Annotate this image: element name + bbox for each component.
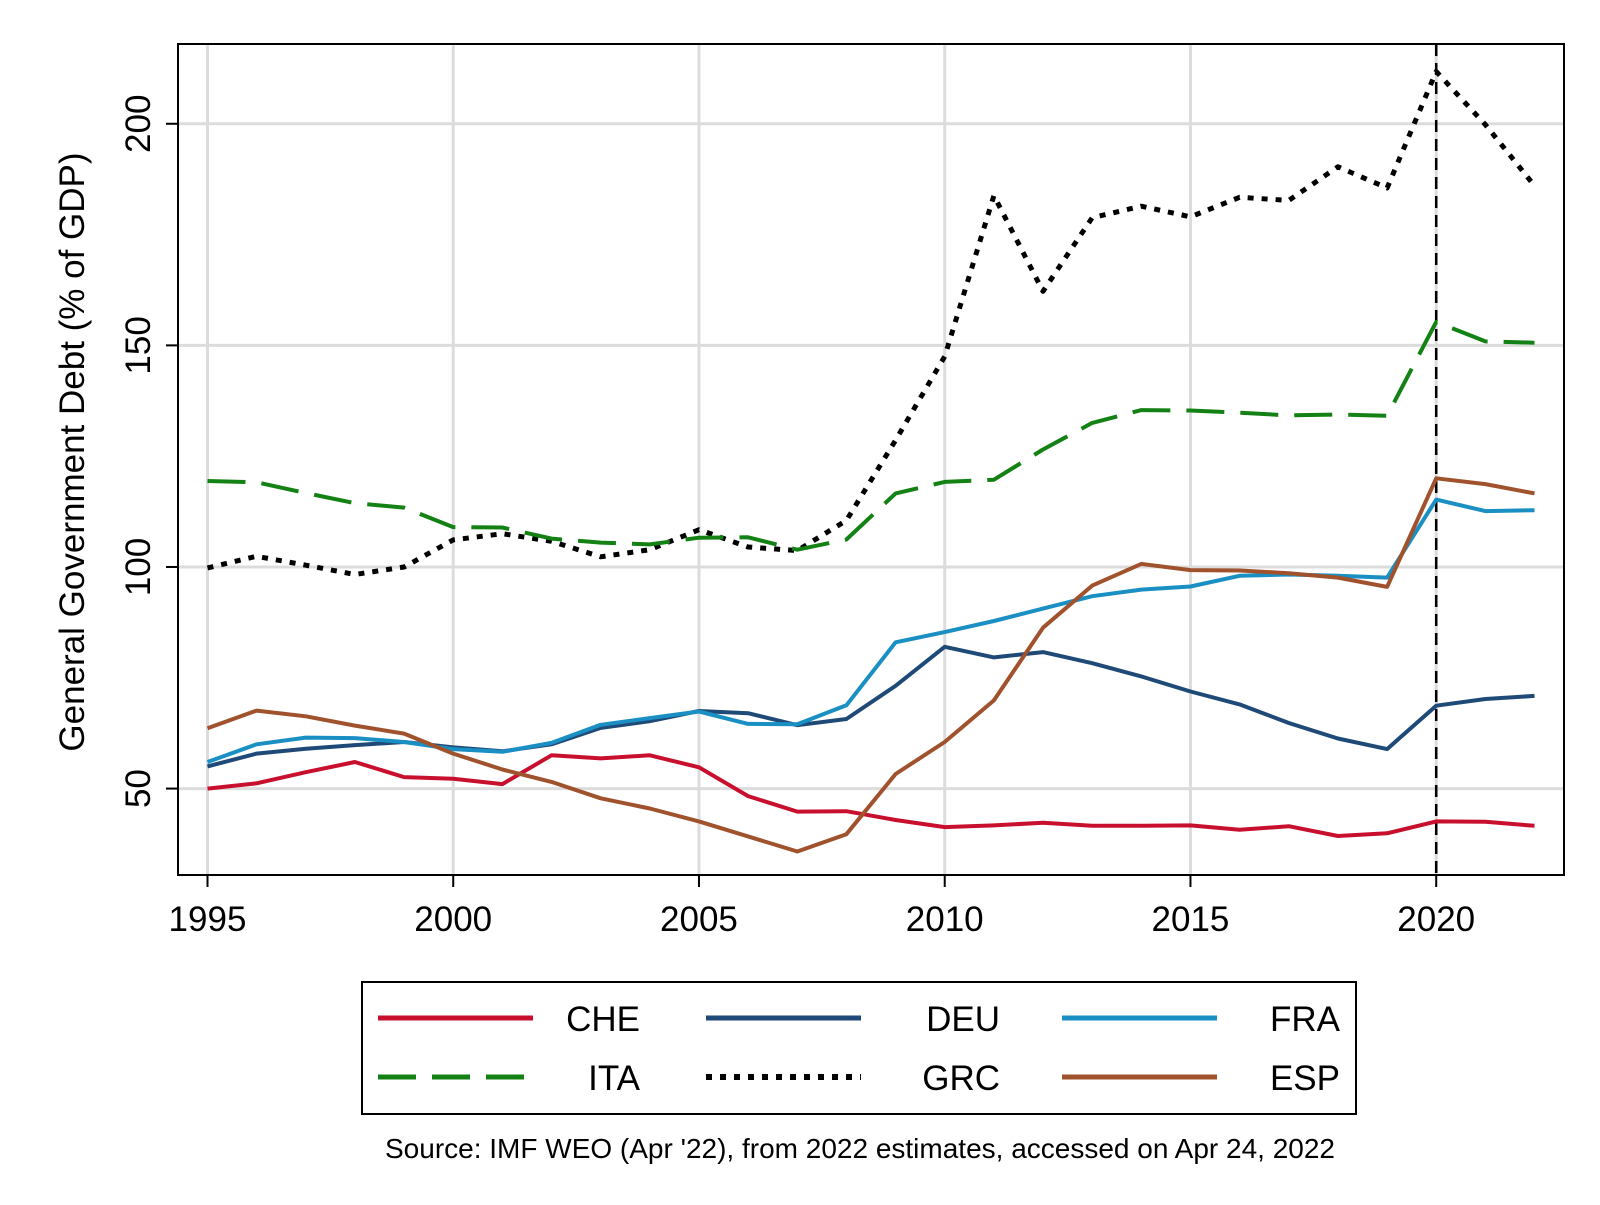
series-lines (206, 69, 1537, 854)
x-tick-label: 2010 (906, 900, 984, 939)
y-tick-label: 100 (119, 538, 158, 596)
series-line-fra (206, 497, 1535, 764)
plot-frame (177, 43, 1565, 876)
y-tick-label: 150 (119, 316, 158, 374)
legend-label-ita: ITA (588, 1059, 641, 1098)
series-line-ita (207, 319, 1535, 552)
legend-label-grc: GRC (922, 1059, 1000, 1098)
y-tick-label: 50 (119, 769, 158, 808)
gridlines (178, 44, 1564, 875)
series-line-che (207, 753, 1535, 838)
y-axis-ticks: 50 100 150 200 (119, 95, 178, 808)
x-tick-label: 2005 (660, 900, 738, 939)
legend: CHE DEU FRA ITA GRC ESP (378, 1000, 1341, 1098)
x-tick-label: 2020 (1397, 900, 1475, 939)
legend-label-esp: ESP (1270, 1059, 1340, 1098)
y-axis-label: General Government Debt (% of GDP) (53, 152, 92, 751)
x-tick-label: 2015 (1152, 900, 1230, 939)
x-tick-label: 2000 (414, 900, 492, 939)
x-tick-label: 1995 (169, 900, 247, 939)
x-axis-ticks: 1995 2000 2005 2010 2015 2020 (169, 875, 1475, 939)
legend-box (361, 981, 1357, 1115)
source-note: Source: IMF WEO (Apr '22), from 2022 est… (385, 1133, 1335, 1164)
series-line-grc (206, 69, 1537, 577)
legend-label-deu: DEU (926, 1000, 1000, 1039)
y-tick-label: 200 (119, 95, 158, 153)
legend-label-che: CHE (566, 1000, 640, 1039)
legend-label-fra: FRA (1270, 1000, 1341, 1039)
series-line-deu (206, 644, 1535, 769)
series-line-esp (206, 476, 1535, 854)
